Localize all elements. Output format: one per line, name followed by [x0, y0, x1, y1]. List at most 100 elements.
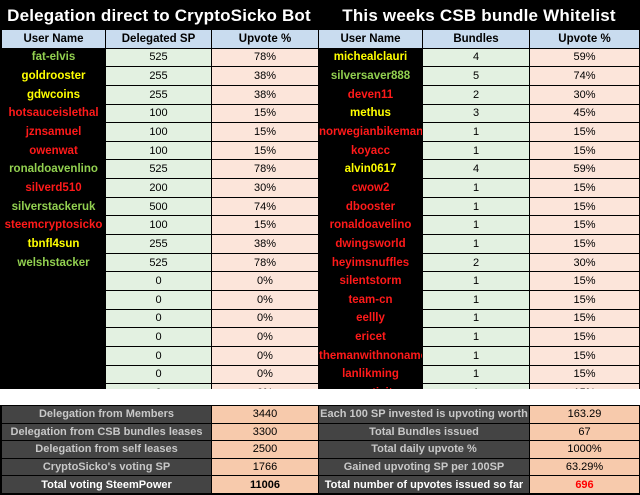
- user-name-cell: methus: [318, 103, 423, 124]
- table-row: hotsauceislethal 100 15%: [1, 103, 319, 124]
- upvote-pct-cell: 59%: [529, 159, 640, 180]
- upvote-pct-cell: 30%: [529, 252, 640, 273]
- table-row: jznsamuel 100 15%: [1, 122, 319, 142]
- user-name-cell: [1, 327, 106, 347]
- bundles-cell: 1: [422, 327, 530, 347]
- delegated-sp-cell: 0: [105, 364, 212, 385]
- user-name-cell: silversaver888: [318, 66, 423, 86]
- summary-value: 1766: [211, 457, 319, 477]
- table-row: silentstorm 1 15%: [318, 271, 640, 291]
- table-row: deven11 2 30%: [318, 84, 640, 105]
- upvote-pct-cell: 38%: [211, 84, 319, 105]
- upvote-pct-cell: 0%: [211, 271, 319, 291]
- upvote-pct-cell: 15%: [529, 364, 640, 385]
- upvote-pct-cell: 30%: [529, 84, 640, 105]
- upvote-pct-cell: 45%: [529, 103, 640, 124]
- bundles-cell: 1: [422, 289, 530, 310]
- delegated-sp-cell: 0: [105, 308, 212, 329]
- delegated-sp-cell: 255: [105, 84, 212, 105]
- user-name-cell: michealclauri: [318, 47, 423, 68]
- user-name-cell: koyacc: [318, 140, 423, 161]
- bundles-cell: 4: [422, 159, 530, 180]
- summary-right: Each 100 SP invested is upvoting worth 16…: [318, 405, 640, 494]
- delegated-sp-cell: 0: [105, 289, 212, 310]
- header-user-name: User Name: [318, 29, 423, 49]
- bundles-cell: 2: [422, 84, 530, 105]
- upvote-pct-cell: 15%: [529, 327, 640, 347]
- delegated-sp-cell: 100: [105, 140, 212, 161]
- upvote-pct-cell: 15%: [529, 215, 640, 236]
- user-name-cell: heyimsnuffles: [318, 252, 423, 273]
- table-row: ronaldoavelino 1 15%: [318, 215, 640, 236]
- user-name-cell: dbooster: [318, 196, 423, 217]
- user-name-cell: ericet: [318, 327, 423, 347]
- delegated-sp-cell: 0: [105, 327, 212, 347]
- user-name-cell: goldrooster: [1, 66, 106, 86]
- bundles-cell: 1: [422, 196, 530, 217]
- user-name-cell: team-cn: [318, 289, 423, 310]
- user-name-cell: jznsamuel: [1, 122, 106, 142]
- bundles-cell: 1: [422, 215, 530, 236]
- header-delegated-sp: Delegated SP: [105, 29, 212, 49]
- table-row: goldrooster 255 38%: [1, 66, 319, 86]
- summary-row: Total daily upvote % 1000%: [318, 440, 640, 459]
- summary-label: Delegation from Members: [1, 405, 212, 424]
- table-row: lanlikming 1 15%: [318, 364, 640, 385]
- delegation-table: User Name Delegated SP Upvote % fat-elvi…: [1, 29, 319, 422]
- summary-value: 63.29%: [529, 457, 640, 477]
- user-name-cell: alvin0617: [318, 159, 423, 180]
- table-row: dwingsworld 1 15%: [318, 234, 640, 254]
- user-name-cell: silverd510: [1, 178, 106, 198]
- user-name-cell: fat-elvis: [1, 47, 106, 68]
- table-row: michealclauri 4 59%: [318, 47, 640, 68]
- table-row: silversaver888 5 74%: [318, 66, 640, 86]
- right-table-title: This weeks CSB bundle Whitelist: [342, 6, 616, 25]
- upvote-pct-cell: 59%: [529, 47, 640, 68]
- table-row: alvin0617 4 59%: [318, 159, 640, 180]
- table-row: gdwcoins 255 38%: [1, 84, 319, 105]
- upvote-pct-cell: 0%: [211, 327, 319, 347]
- user-name-cell: eellly: [318, 308, 423, 329]
- whitelist-table: User Name Bundles Upvote % michealclauri…: [318, 29, 640, 422]
- upvote-pct-cell: 38%: [211, 66, 319, 86]
- delegated-sp-cell: 200: [105, 178, 212, 198]
- summary-label: Total Bundles issued: [318, 422, 530, 442]
- bundles-cell: 4: [422, 47, 530, 68]
- bundles-cell: 1: [422, 271, 530, 291]
- summary-row: Total number of upvotes issued so far 696: [318, 475, 640, 494]
- user-name-cell: deven11: [318, 84, 423, 105]
- upvote-pct-cell: 15%: [529, 122, 640, 142]
- bundles-cell: 1: [422, 178, 530, 198]
- header-bundles: Bundles: [422, 29, 530, 49]
- table-row: fat-elvis 525 78%: [1, 47, 319, 68]
- user-name-cell: gdwcoins: [1, 84, 106, 105]
- user-name-cell: [1, 345, 106, 366]
- header-upvote-pct: Upvote %: [529, 29, 640, 49]
- upvote-pct-cell: 15%: [211, 103, 319, 124]
- upvote-pct-cell: 15%: [529, 178, 640, 198]
- summary-row: Delegation from CSB bundles leases 3300: [1, 422, 319, 442]
- table-row: silverstackeruk 500 74%: [1, 196, 319, 217]
- bundles-cell: 3: [422, 103, 530, 124]
- user-name-cell: dwingsworld: [318, 234, 423, 254]
- delegated-sp-cell: 100: [105, 122, 212, 142]
- user-name-cell: welshstacker: [1, 252, 106, 273]
- user-name-cell: [1, 308, 106, 329]
- table-row: tbnfl4sun 255 38%: [1, 234, 319, 254]
- summary-value: 1000%: [529, 440, 640, 459]
- bundles-cell: 1: [422, 234, 530, 254]
- bundles-cell: 1: [422, 345, 530, 366]
- upvote-pct-cell: 0%: [211, 345, 319, 366]
- upvote-pct-cell: 15%: [529, 289, 640, 310]
- bundles-cell: 2: [422, 252, 530, 273]
- summary-row: Delegation from Members 3440: [1, 405, 319, 424]
- upvote-pct-cell: 38%: [211, 234, 319, 254]
- summary-value: 696: [529, 475, 640, 494]
- summary-label: Total voting SteemPower: [1, 475, 212, 494]
- user-name-cell: lanlikming: [318, 364, 423, 385]
- table-row: heyimsnuffles 2 30%: [318, 252, 640, 273]
- user-name-cell: ronaldoavenlino: [1, 159, 106, 180]
